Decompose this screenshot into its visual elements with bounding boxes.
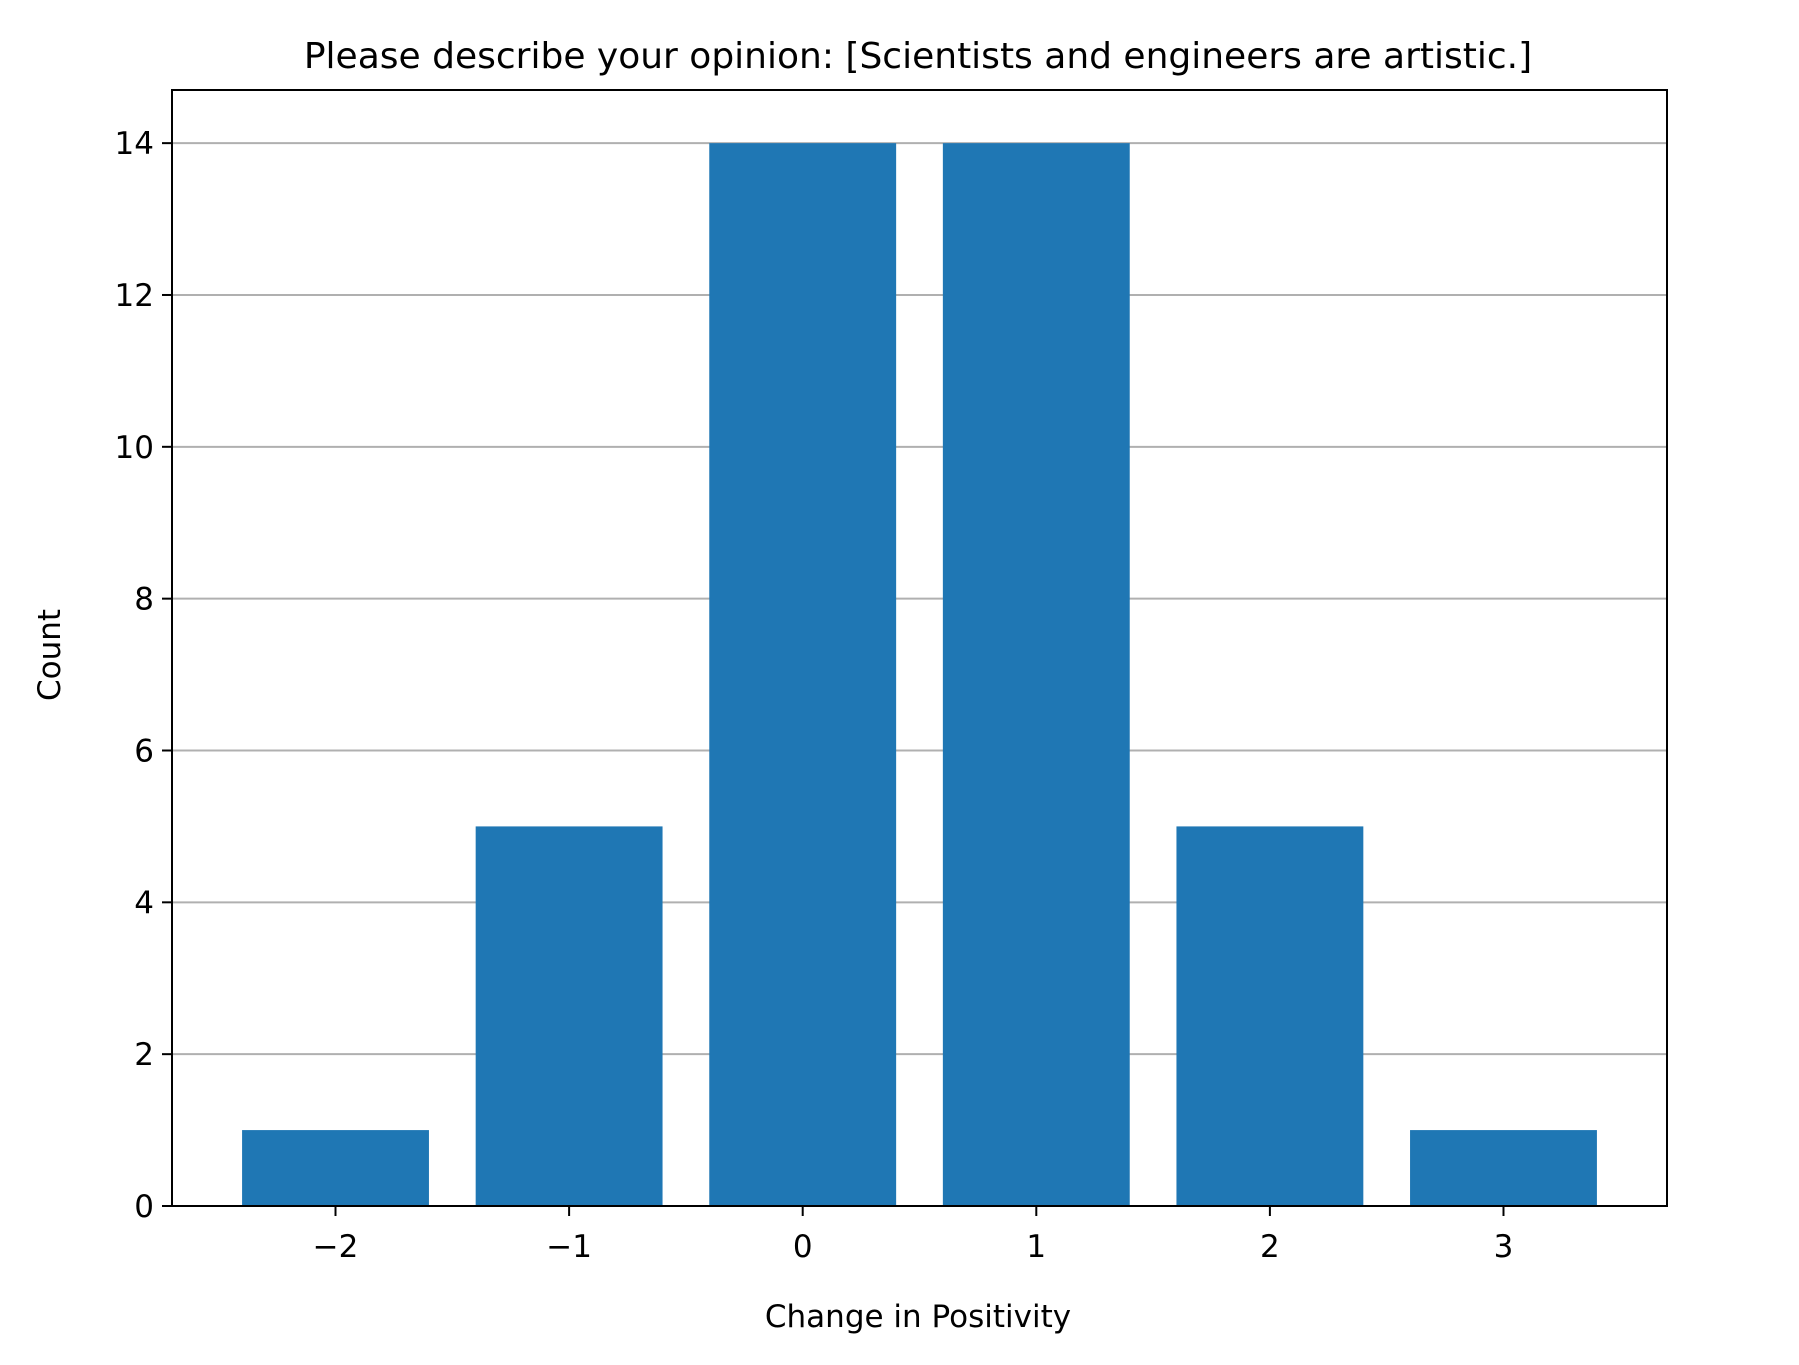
y-axis-label: Count	[32, 609, 68, 701]
bars-layer	[242, 143, 1597, 1207]
x-tick-label: 0	[793, 1229, 813, 1265]
bar	[942, 143, 1130, 1207]
y-tick-label: 2	[134, 1037, 154, 1073]
bar	[242, 1130, 429, 1206]
x-tick-label: −1	[546, 1229, 592, 1265]
bar	[475, 826, 663, 1206]
bar	[1176, 826, 1364, 1206]
y-tick-label: 6	[134, 733, 154, 769]
chart-title: Please describe your opinion: [Scientist…	[304, 36, 1532, 77]
y-tick-label: 14	[115, 126, 154, 162]
y-tick-label: 4	[134, 885, 154, 921]
grid-layer	[172, 142, 1667, 1056]
axes-layer	[171, 89, 1668, 1207]
y-tick-label: 8	[134, 582, 154, 618]
x-tick-label: 2	[1260, 1229, 1280, 1265]
bar	[1410, 1130, 1597, 1206]
bar	[709, 143, 897, 1207]
y-tick-label: 0	[134, 1189, 154, 1225]
x-axis-label: Change in Positivity	[765, 1299, 1071, 1335]
y-tick-label: 10	[115, 430, 154, 466]
x-tick-label: 3	[1494, 1229, 1514, 1265]
y-tick-label: 12	[115, 278, 154, 314]
x-tick-label: 1	[1026, 1229, 1046, 1265]
x-tick-label: −2	[313, 1229, 359, 1265]
plot-frame	[171, 89, 1668, 1207]
